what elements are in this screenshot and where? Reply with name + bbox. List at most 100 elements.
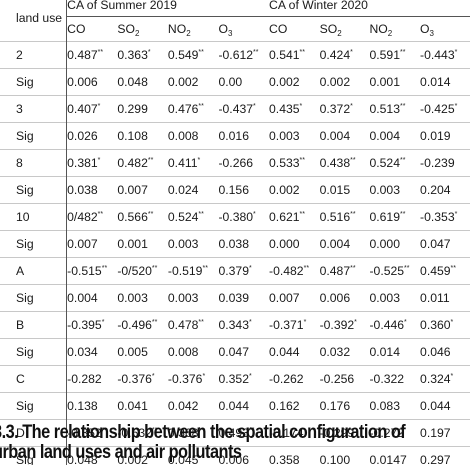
table-cell: 0.372* [319,95,370,123]
table-cell: 0.019 [420,122,470,150]
table-cell: 0.516** [319,203,370,231]
table-cell: 0.003 [369,176,421,204]
cell-value: 0.001 [117,237,148,251]
table-cell: -0.256 [319,365,370,393]
pollutant-header: NO2 [369,17,420,42]
table-cell: 0.002 [269,68,320,96]
group-header-row: land use CA of Summer 2019 CA of Winter … [0,0,470,42]
table-cell: 0.002 [269,176,320,204]
significance-marker: ** [399,103,406,110]
significance-marker: * [454,103,458,110]
pollutant-header: NO2 [168,17,219,42]
table-cell: -0.525** [369,257,421,285]
coefficient-row: 10 0/482** 0.566** 0.524** -0.380* 0.621** 0.5… [0,203,470,231]
significance-marker: * [454,49,458,56]
pollutant-header-row: CO SO2 NO2 O3 CO SO2 NO2 O3 [0,17,470,42]
significance-marker: * [97,157,101,164]
cell-value: 0.487 [67,48,98,62]
row-label: 3 [0,95,68,123]
cell-value: 0.482 [117,156,148,170]
cell-value: 0.034 [67,345,98,359]
cell-value: -0.262 [269,372,304,386]
cell-value: 0.424 [319,48,351,62]
significance-marker: ** [198,319,204,326]
cell-value: -0/520 [117,264,152,278]
cell-value: -0.515 [67,264,102,278]
table-cell: 0.038 [218,230,270,258]
pollutant-header: SO2 [117,17,168,42]
table-cell: -0.376* [167,365,219,393]
table-cell: 0.047 [218,338,270,366]
table-cell: 0.038 [66,176,118,204]
pollutant-subscript: 2 [387,29,393,38]
cell-value: 0.007 [117,183,148,197]
row-label: C [0,365,68,393]
cell-value: 0.002 [117,453,148,465]
pollutant-header: CO [67,17,118,42]
table-cell: 0.032 [319,338,370,366]
table-cell: 0.476** [167,95,219,123]
significance-marker: ** [97,211,104,218]
cell-value: -0.392 [319,318,355,332]
coefficient-row: A -0.515** -0/520** -0.519** 0.379* -0.482** 0… [0,257,470,285]
cell-value: -0.352 [67,426,102,440]
cell-value: 0.001 [369,75,400,89]
cell-value: 0.297 [420,453,451,465]
significance-marker: ** [198,49,204,56]
table-cell: -0.282 [66,365,118,393]
table-cell: 0.044 [420,392,470,420]
cell-value: 0.003 [269,129,300,143]
cell-value: -0.612 [218,48,254,62]
cell-value: 0.591 [369,48,400,62]
winter-group-header: CA of Winter 2020 [269,0,470,17]
table-cell: -0.395* [66,311,118,339]
cell-value: 0.156 [218,183,249,197]
cell-value: 0.044 [420,399,451,413]
significance-marker: ** [151,319,158,326]
table-cell: 0.524** [369,149,421,177]
cell-value: 0.003 [369,291,400,305]
table-cell: 0.493** [218,419,270,447]
cell-value: 0.381 [67,156,98,170]
table-cell: 0.204 [420,176,470,204]
significance-marker: * [350,103,353,110]
cell-value: 0.162 [269,399,300,413]
significance-marker: * [253,211,256,218]
table-cell: 0.002 [117,446,168,465]
table-cell: 0.368* [167,419,219,447]
table-cell: 0.176 [319,392,370,420]
cell-value: 0.343 [218,318,249,332]
table-cell: 0.621** [269,203,320,231]
row-label: Sig [0,122,68,150]
table-cell: -0.446* [369,311,421,339]
cell-value: 0.004 [369,129,400,143]
cell-value: 0.026 [67,129,98,143]
row-label: D [0,419,68,447]
pollutant-subscript: 2 [134,29,140,38]
table-cell: 0.005 [117,338,168,366]
cell-value: 0.435 [269,102,300,116]
table-cell: 0.549** [167,41,219,69]
row-label: Sig [0,338,68,366]
table-cell: -0.262 [269,365,320,393]
table-cell: 0.513** [369,95,421,123]
land-use-header: land use [0,0,68,42]
significance-marker: * [248,373,252,380]
table-cell: 0.007 [269,284,320,312]
cell-value: 0.032 [319,345,351,359]
significance-row: Sig 0.004 0.003 0.003 0.039 0.007 0.006 0.003 0.… [0,284,470,312]
significance-marker: * [202,373,206,380]
cell-value: 0.048 [67,453,98,465]
table-cell: 0.459** [420,257,470,285]
table-cell: 0.004 [319,122,370,150]
significance-marker: ** [350,211,356,218]
table-cell: 0.008 [167,338,219,366]
row-label: 10 [0,203,68,231]
table-cell: 0.358 [269,446,320,465]
significance-marker: ** [147,211,154,218]
cell-value: 0.006 [218,453,249,465]
cell-value: -0.380 [218,210,254,224]
cell-value: 0.541 [269,48,300,62]
significance-marker: * [101,319,105,326]
cell-value: 0.513 [369,102,400,116]
